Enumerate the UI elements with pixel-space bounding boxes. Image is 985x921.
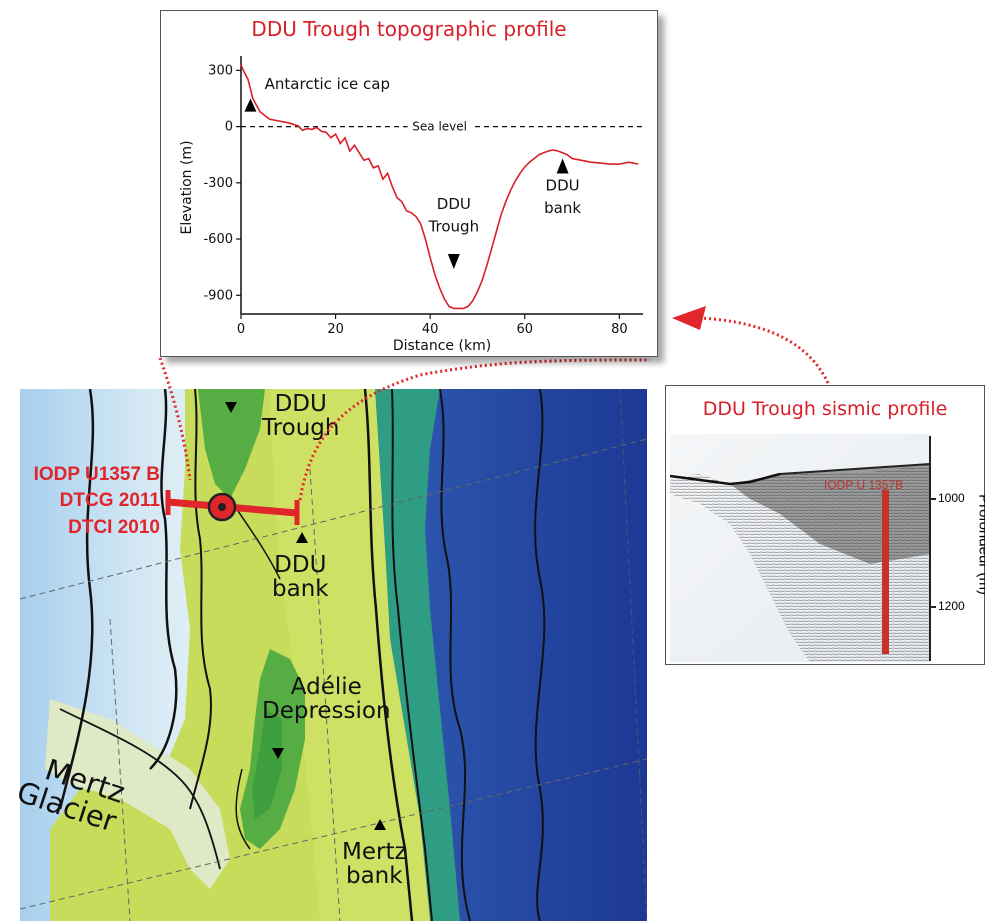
seismic-image: [670, 434, 930, 662]
trough-marker: [447, 254, 460, 270]
annotation-bank-1: DDU: [546, 176, 580, 194]
map-label-mertz-bank: Mertz bank: [342, 839, 407, 890]
topo-profile-title: DDU Trough topographic profile: [251, 17, 567, 41]
seismic-tick-label-1200: 1200: [938, 599, 965, 613]
ice-cap-marker: [244, 98, 257, 112]
annotation-trough-1: DDU: [437, 195, 471, 213]
y-tick-label: -900: [203, 288, 233, 303]
x-axis-label: Distance (km): [393, 338, 491, 354]
x-tick-label: 0: [237, 322, 245, 337]
ddu-bank-marker: [296, 532, 308, 543]
seismic-depth-axis: [929, 436, 931, 661]
sea-level-label-bg: [407, 117, 474, 134]
annotation-ice-cap: Antarctic ice cap: [265, 75, 390, 93]
sea-level-label: Sea level: [412, 120, 467, 134]
x-tick-label: 60: [516, 322, 533, 337]
seismic-tick-1200: [929, 606, 936, 608]
annotation-trough-2: Trough: [428, 218, 480, 236]
seismic-axis-label: Profondeur (m): [975, 494, 985, 595]
map-label-ddu-bank: DDU bank: [272, 552, 329, 603]
seismic-profile-panel: DDU Trough sismic profile IODP U 1357B 1…: [665, 385, 985, 665]
profile-series-line: [240, 64, 639, 310]
x-tick-label: 80: [611, 322, 628, 337]
seismic-profile-title: DDU Trough sismic profile: [702, 398, 948, 420]
adelie-depression-marker: [272, 748, 284, 759]
map-label-adelie-depression: Adélie Depression: [262, 674, 391, 725]
y-tick-label: -600: [203, 232, 233, 247]
topo-profile-chart: 0 20 40 60 80 300 0 -300 -600 -900 Distance (km) El…: [179, 56, 643, 354]
site-label-dtci: DTCI 2010: [68, 517, 160, 538]
map-label-ddu-trough: DDU Trough: [262, 391, 340, 442]
seismic-site-label: IODP U 1357B: [824, 478, 904, 492]
y-tick-label: 300: [208, 63, 233, 78]
x-tick-label: 40: [422, 322, 439, 337]
topo-profile-panel: DDU Trough topographic profile 0 20 40 60 80…: [160, 10, 658, 357]
seismic-tick-label-1000: 1000: [938, 491, 965, 505]
bank-marker: [556, 158, 569, 174]
mertz-bank-marker: [374, 819, 386, 830]
site-label-dtcg: DTCG 2011: [59, 490, 160, 511]
y-tick-label: 0: [225, 120, 233, 135]
site-label-iodp: IODP U1357 B: [33, 464, 160, 485]
bathymetric-map: [20, 389, 647, 921]
ddu-trough-marker: [225, 402, 237, 413]
y-tick-label: -300: [203, 176, 233, 191]
annotation-bank-2: bank: [544, 199, 581, 217]
seismic-tick-1000: [929, 498, 936, 500]
x-tick-label: 20: [327, 322, 344, 337]
y-axis-label: Elevation (m): [179, 140, 195, 234]
